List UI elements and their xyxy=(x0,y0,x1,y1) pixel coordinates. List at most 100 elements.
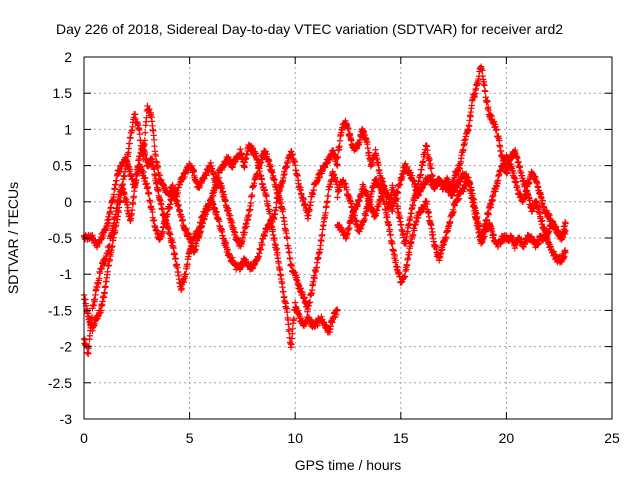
data-point xyxy=(512,178,520,185)
data-point xyxy=(305,212,312,219)
y-tick-label: -1.5 xyxy=(48,302,72,318)
data-point xyxy=(520,177,528,184)
data-point xyxy=(85,350,92,357)
data-point xyxy=(229,163,236,171)
y-tick-label: -3 xyxy=(60,411,73,427)
data-point xyxy=(128,206,136,214)
data-point xyxy=(123,201,131,209)
data-point xyxy=(150,216,158,224)
data-point xyxy=(379,175,386,182)
data-point xyxy=(503,152,510,159)
x-tick-label: 20 xyxy=(499,430,515,446)
data-point xyxy=(361,215,368,223)
data-point xyxy=(279,206,287,213)
data-point xyxy=(426,155,433,163)
data-point xyxy=(149,208,156,216)
y-axis-label: SDTVAR / TECUs xyxy=(5,182,21,294)
data-point xyxy=(257,246,265,253)
data-point xyxy=(283,308,291,316)
data-point xyxy=(147,198,154,206)
data-point xyxy=(334,194,341,201)
data-point xyxy=(152,152,160,160)
data-point xyxy=(96,275,103,282)
data-point xyxy=(319,231,326,239)
data-point xyxy=(285,321,292,328)
data-point xyxy=(90,302,97,309)
series-track-A xyxy=(80,102,341,351)
data-point xyxy=(306,298,314,306)
data-point xyxy=(539,217,546,224)
data-point xyxy=(428,225,435,232)
data-point xyxy=(334,162,341,169)
data-point xyxy=(360,128,368,135)
data-point xyxy=(87,321,95,329)
data-point xyxy=(423,200,431,208)
data-point xyxy=(504,169,511,176)
data-point xyxy=(182,271,189,278)
data-point xyxy=(346,225,353,232)
data-point xyxy=(129,200,137,208)
data-point xyxy=(493,126,500,133)
data-point xyxy=(466,122,473,130)
series-track-E xyxy=(334,152,569,286)
data-point xyxy=(243,223,250,230)
data-point xyxy=(324,192,332,200)
data-point xyxy=(156,171,163,179)
data-point xyxy=(104,219,112,227)
series-track-C xyxy=(80,139,341,357)
data-point xyxy=(419,158,427,165)
x-tick-label: 0 xyxy=(80,430,88,446)
data-point xyxy=(170,244,177,252)
data-point xyxy=(127,134,134,142)
data-point xyxy=(562,220,569,227)
data-point xyxy=(389,240,396,247)
data-point xyxy=(450,208,457,216)
data-point xyxy=(132,177,140,185)
y-tick-label: 1.5 xyxy=(53,85,73,101)
series-track-F xyxy=(334,160,569,252)
y-tick-label: -2 xyxy=(60,339,73,355)
data-point xyxy=(101,290,108,297)
x-tick-label: 5 xyxy=(186,430,194,446)
data-point xyxy=(140,168,147,176)
data-point xyxy=(134,163,142,170)
data-point xyxy=(247,199,255,207)
data-point xyxy=(336,143,343,150)
data-point xyxy=(403,262,411,269)
data-point xyxy=(485,210,492,218)
data-point xyxy=(153,179,160,186)
data-point xyxy=(115,196,123,204)
data-point xyxy=(106,242,113,249)
data-point xyxy=(271,235,278,242)
data-point xyxy=(402,160,409,167)
data-point xyxy=(288,262,296,269)
data-point xyxy=(289,325,296,333)
data-point xyxy=(379,178,387,185)
y-tick-label: 2 xyxy=(64,49,72,65)
data-point xyxy=(254,170,261,177)
data-point xyxy=(490,231,497,239)
data-point xyxy=(145,190,153,197)
y-tick-label: -0.5 xyxy=(48,230,72,246)
data-point xyxy=(110,191,118,198)
data-point xyxy=(539,197,546,204)
data-point xyxy=(334,307,341,314)
data-point xyxy=(248,191,256,199)
data-point xyxy=(257,159,265,166)
data-point xyxy=(479,67,486,74)
data-point xyxy=(280,288,287,295)
y-tick-label: 1 xyxy=(64,121,72,137)
data-point xyxy=(265,157,273,165)
data-point xyxy=(126,140,133,147)
data-point xyxy=(104,250,111,257)
data-point xyxy=(561,253,568,260)
y-tick-label: -1 xyxy=(60,266,73,282)
data-point xyxy=(375,161,382,169)
data-point xyxy=(401,273,409,280)
data-point xyxy=(269,226,277,233)
data-point xyxy=(394,189,402,196)
data-point xyxy=(283,235,291,242)
data-point xyxy=(365,149,373,156)
data-point xyxy=(286,255,294,262)
